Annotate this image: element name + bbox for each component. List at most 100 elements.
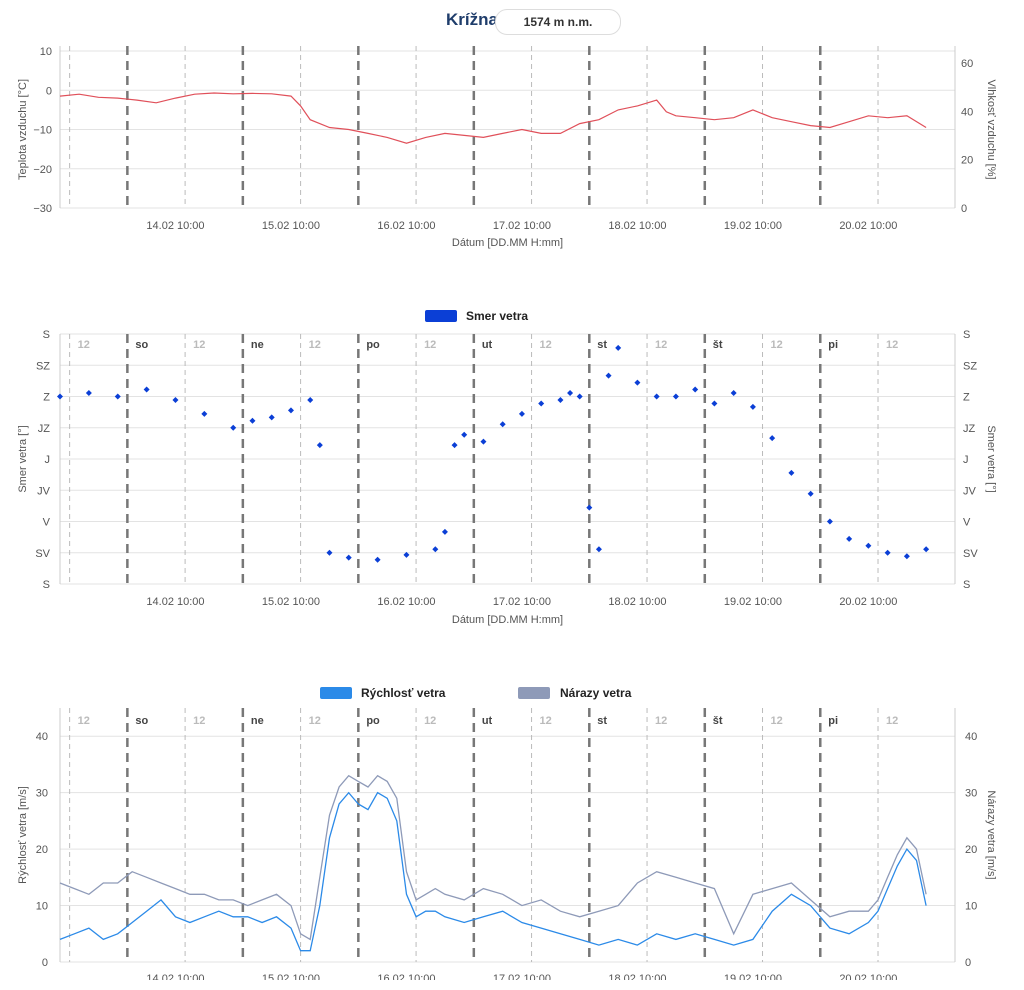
wind-y-tick: 30 — [36, 788, 48, 800]
direction-y-tick-right: JV — [963, 485, 977, 497]
direction-point — [480, 438, 487, 445]
gusts-legend-swatch — [518, 687, 550, 699]
wind-noon-label: 12 — [771, 715, 783, 727]
direction-point — [461, 431, 468, 438]
wind-x-tick: 16.02 10:00 — [377, 973, 435, 980]
direction-x-tick: 15.02 10:00 — [262, 596, 320, 608]
direction-point — [172, 396, 179, 403]
direction-legend-swatch — [425, 310, 457, 322]
wind-y-tick-right: 0 — [965, 957, 971, 969]
direction-y-label: Smer vetra [°] — [17, 425, 29, 492]
direction-point — [518, 410, 525, 417]
direction-x-tick: 20.02 10:00 — [839, 596, 897, 608]
wind-day-label: ne — [251, 715, 264, 727]
direction-point — [826, 518, 833, 525]
wind-x-tick: 17.02 10:00 — [493, 973, 551, 980]
direction-point — [307, 396, 314, 403]
direction-point — [345, 554, 352, 561]
direction-y-tick: V — [43, 517, 51, 529]
direction-y-tick-right: S — [963, 329, 970, 341]
direction-point — [692, 386, 699, 393]
direction-y-tick: JZ — [38, 423, 51, 435]
direction-point — [287, 407, 294, 414]
humidity-y-tick: 40 — [961, 106, 973, 118]
direction-day-label: so — [135, 339, 148, 351]
wind-noon-label: 12 — [193, 715, 205, 727]
direction-point — [711, 400, 718, 407]
wind-y-tick: 20 — [36, 844, 48, 856]
direction-point — [114, 393, 121, 400]
direction-x-tick: 19.02 10:00 — [724, 596, 782, 608]
wind-noon-label: 12 — [78, 715, 90, 727]
direction-x-tick: 16.02 10:00 — [377, 596, 435, 608]
humidity-y-tick: 0 — [961, 203, 967, 215]
wind-y-tick: 10 — [36, 901, 48, 913]
temperature-line — [59, 92, 927, 144]
direction-y-label-right: Smer vetra [°] — [985, 425, 997, 492]
wind-day-label: so — [135, 715, 148, 727]
direction-point — [326, 549, 333, 556]
direction-day-label: po — [366, 339, 380, 351]
temp-x-tick: 15.02 10:00 — [262, 220, 320, 232]
direction-point — [499, 421, 506, 428]
station-title: Krížna — [446, 10, 498, 29]
direction-point — [268, 414, 275, 421]
wind-day-label: po — [366, 715, 380, 727]
wind-y-tick-right: 30 — [965, 788, 977, 800]
direction-day-label: pi — [828, 339, 838, 351]
direction-x-tick: 18.02 10:00 — [608, 596, 666, 608]
direction-point — [730, 390, 737, 397]
direction-point — [865, 542, 872, 549]
gusts-legend-label: Nárazy vetra — [560, 686, 632, 700]
direction-y-tick-right: SV — [963, 548, 978, 560]
direction-point — [586, 504, 593, 511]
direction-point — [846, 535, 853, 542]
direction-y-tick-right: J — [963, 454, 969, 466]
temp-y-tick: 10 — [40, 46, 52, 58]
temp-x-tick: 17.02 10:00 — [493, 220, 551, 232]
wind-direction-chart: Smer vetra S S SZ SZ Z Z JZ JZ J J JV JV V V SV SV S S 12 12… — [17, 309, 997, 626]
wind-y-tick: 0 — [42, 957, 48, 969]
temp-x-tick: 18.02 10:00 — [608, 220, 666, 232]
direction-y-tick: J — [45, 454, 51, 466]
direction-noon-label: 12 — [193, 339, 205, 351]
direction-point — [923, 546, 930, 553]
direction-point — [615, 344, 622, 351]
wind-noon-label: 12 — [309, 715, 321, 727]
direction-legend-label: Smer vetra — [466, 309, 528, 323]
direction-y-tick: SV — [35, 548, 50, 560]
direction-point — [432, 546, 439, 553]
direction-noon-label: 12 — [78, 339, 90, 351]
humidity-y-tick: 20 — [961, 155, 973, 167]
temp-y-tick: −10 — [33, 125, 52, 137]
wind-day-label: ut — [482, 715, 493, 727]
direction-point — [451, 442, 458, 449]
direction-point — [441, 528, 448, 535]
temp-x-label: Dátum [DD.MM H:mm] — [452, 237, 563, 249]
direction-point — [653, 393, 660, 400]
temp-y-tick: −20 — [33, 164, 52, 176]
direction-point — [903, 553, 910, 560]
wind-noon-label: 12 — [886, 715, 898, 727]
direction-noon-label: 12 — [886, 339, 898, 351]
direction-y-tick-right: S — [963, 579, 970, 591]
direction-point — [884, 549, 891, 556]
direction-point — [788, 469, 795, 476]
direction-day-label: ne — [251, 339, 264, 351]
wind-y-tick: 40 — [36, 731, 48, 743]
direction-point — [576, 393, 583, 400]
direction-x-label: Dátum [DD.MM H:mm] — [452, 614, 563, 626]
wind-noon-label: 12 — [540, 715, 552, 727]
direction-day-label: ut — [482, 339, 493, 351]
direction-noon-label: 12 — [771, 339, 783, 351]
direction-point — [249, 417, 256, 424]
direction-point — [85, 390, 92, 397]
temp-x-tick: 16.02 10:00 — [377, 220, 435, 232]
direction-noon-label: 12 — [424, 339, 436, 351]
direction-x-tick: 14.02 10:00 — [146, 596, 204, 608]
direction-point — [230, 424, 237, 431]
temperature-chart: 10 0 −10 −20 −30 60 40 20 0 14.02 10:00 15.02 10:0… — [17, 46, 997, 249]
direction-point — [807, 490, 814, 497]
wind-x-tick: 14.02 10:00 — [146, 973, 204, 980]
direction-y-tick: S — [43, 329, 50, 341]
